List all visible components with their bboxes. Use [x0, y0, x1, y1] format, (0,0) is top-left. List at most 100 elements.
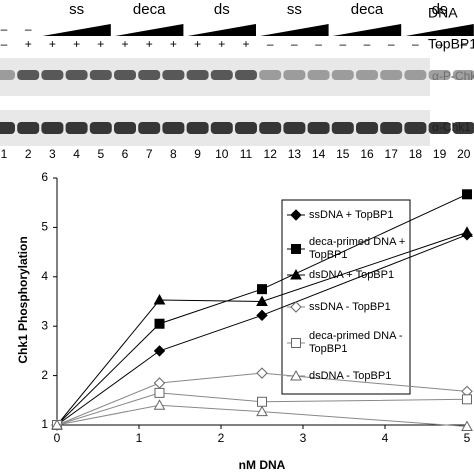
y-tick-label: 2: [41, 368, 48, 382]
marker: [461, 420, 473, 431]
lane-number: 1: [1, 147, 8, 161]
series-line: [56, 392, 468, 426]
marker: [153, 293, 166, 305]
topbp1-sign: +: [170, 37, 177, 51]
marker: [291, 338, 301, 348]
topbp1-label: TopBP1: [428, 36, 474, 52]
y-tick-label: 6: [41, 170, 48, 184]
wedge: [332, 24, 402, 36]
band: [283, 122, 306, 134]
x-tick-label: 1: [136, 431, 143, 445]
topbp1-sign: –: [291, 37, 298, 51]
band: [17, 70, 40, 80]
series-line: [56, 234, 468, 426]
marker: [462, 189, 472, 200]
marker: [461, 226, 473, 237]
band: [307, 70, 330, 80]
topbp1-sign: –: [412, 37, 419, 51]
legend-label: dsDNA - TopBP1: [309, 369, 392, 382]
band: [331, 70, 354, 80]
marker: [256, 309, 268, 322]
dna-group: ss: [69, 1, 84, 18]
topbp1-sign: +: [242, 37, 249, 51]
topbp1-sign: –: [460, 37, 467, 51]
wedge: [115, 24, 184, 36]
band: [331, 122, 354, 134]
band: [138, 122, 161, 134]
topbp1-sign: –: [1, 37, 8, 51]
marker: [51, 418, 63, 430]
dna-sign: –: [1, 22, 8, 36]
lane-number: 12: [264, 147, 278, 161]
marker: [290, 209, 302, 221]
lane-number: 11: [240, 147, 253, 161]
series-line: [56, 372, 468, 426]
legend-label: ssDNA + TopBP1: [309, 208, 394, 221]
band: [428, 70, 451, 80]
lane-number: 5: [97, 147, 104, 161]
band: [65, 70, 88, 80]
y-tick-label: 1: [41, 417, 48, 431]
y-tick-label: 5: [41, 220, 48, 234]
topbp1-sign: –: [315, 37, 322, 51]
lane-number: 9: [194, 147, 201, 161]
band: [452, 70, 474, 80]
band: [162, 70, 185, 80]
legend-label: deca-primed DNA + TopBP1: [309, 236, 406, 261]
wedge: [187, 24, 256, 36]
band: [380, 122, 403, 134]
marker: [256, 367, 268, 379]
lane-number: 6: [122, 147, 129, 161]
band: [89, 70, 112, 80]
band: [259, 70, 282, 80]
lane-number: 2: [25, 147, 32, 161]
wedge: [260, 24, 329, 36]
topbp1-sign: –: [267, 37, 274, 51]
series-line: [56, 404, 468, 427]
topbp1-sign: +: [25, 37, 32, 51]
topbp1-sign: +: [146, 37, 153, 51]
marker: [256, 405, 268, 417]
marker: [154, 387, 165, 398]
marker: [291, 244, 301, 254]
marker: [290, 268, 302, 280]
wedge: [42, 24, 111, 36]
lane-number: 8: [170, 147, 177, 161]
dna-group: deca: [351, 1, 384, 18]
band: [235, 122, 257, 134]
dna-group: deca: [133, 1, 166, 18]
marker: [154, 318, 165, 329]
band: [65, 122, 88, 134]
x-tick-label: 5: [464, 431, 471, 445]
marker: [290, 369, 302, 381]
lane-number: 20: [457, 147, 471, 161]
topbp1-sign: +: [121, 37, 128, 51]
band: [41, 122, 64, 134]
x-tick-label: 4: [382, 431, 389, 445]
band: [356, 70, 378, 80]
band: [404, 122, 427, 134]
topbp1-sign: +: [97, 37, 104, 51]
marker: [257, 284, 267, 295]
dna-sign: –: [25, 22, 32, 36]
lane-number: 3: [49, 147, 56, 161]
series-line: [56, 193, 468, 426]
dna-label: DNA: [428, 5, 458, 21]
band: [114, 70, 136, 80]
topbp1-sign: –: [339, 37, 346, 51]
band: [210, 70, 233, 80]
band: [356, 122, 378, 134]
legend-label: dsDNA + TopBP1: [309, 268, 395, 281]
legend-box: [281, 199, 411, 395]
x-tick-label: 2: [218, 431, 225, 445]
marker: [290, 301, 302, 313]
band: [17, 122, 40, 134]
band: [89, 122, 112, 134]
lane-number: 17: [385, 147, 399, 161]
x-tick-label: 3: [300, 431, 307, 445]
band: [452, 122, 474, 134]
topbp1-sign: +: [194, 37, 201, 51]
marker: [256, 295, 268, 306]
